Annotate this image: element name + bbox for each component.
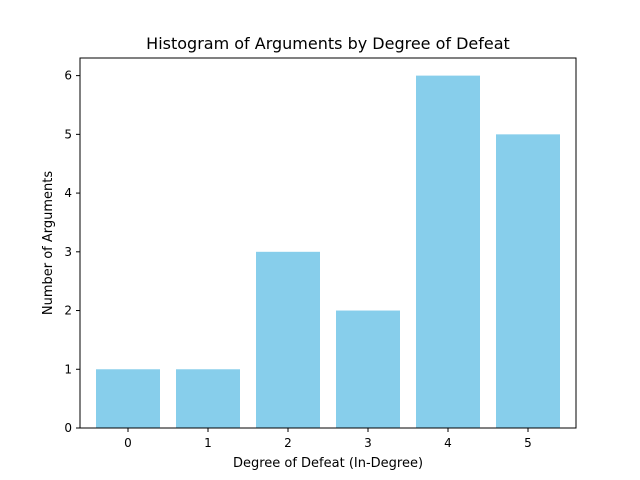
y-axis-ticks: 0 1 2 3 4 5 6 <box>64 69 80 435</box>
bar-4 <box>416 75 480 428</box>
bar-0 <box>96 369 160 428</box>
chart-title: Histogram of Arguments by Degree of Defe… <box>146 34 510 53</box>
plot-frame <box>79 57 577 429</box>
x-tick-label: 5 <box>524 436 532 450</box>
bar-3 <box>336 310 400 428</box>
bars-group <box>96 75 560 428</box>
y-tick-label: 5 <box>64 127 72 141</box>
y-tick-label: 1 <box>64 362 72 376</box>
bar-1 <box>176 369 240 428</box>
y-axis-label: Number of Arguments <box>41 171 56 316</box>
x-tick-label: 3 <box>364 436 372 450</box>
x-axis-label: Degree of Defeat (In-Degree) <box>233 456 423 471</box>
x-tick-label: 1 <box>204 436 212 450</box>
y-tick-label: 6 <box>64 69 72 83</box>
bar-5 <box>496 134 560 428</box>
x-tick-label: 4 <box>444 436 452 450</box>
x-tick-label: 0 <box>124 436 132 450</box>
x-tick-label: 2 <box>284 436 292 450</box>
bar-2 <box>256 251 320 428</box>
y-tick-label: 3 <box>64 245 72 259</box>
y-tick-label: 2 <box>64 304 72 318</box>
y-tick-label: 0 <box>64 421 72 435</box>
x-axis-ticks: 0 1 2 3 4 5 <box>124 428 532 450</box>
y-tick-label: 4 <box>64 186 72 200</box>
